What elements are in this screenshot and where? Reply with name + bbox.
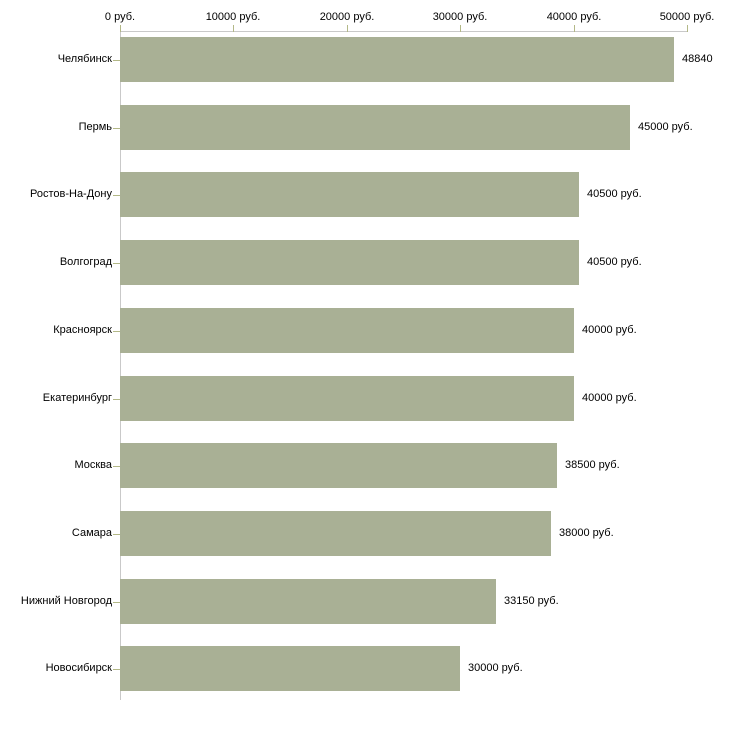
category-tick [113, 534, 120, 535]
value-label: 48840 [682, 53, 713, 65]
x-tick-label: 0 руб. [104, 11, 136, 23]
x-tick-mark [233, 25, 234, 32]
value-label: 45000 руб. [638, 121, 693, 133]
bar [120, 105, 630, 150]
category-tick [113, 466, 120, 467]
category-tick [113, 128, 120, 129]
category-tick [113, 195, 120, 196]
x-axis-line [120, 31, 687, 32]
x-tick-label: 20000 руб. [319, 11, 375, 23]
bar [120, 240, 579, 285]
bar [120, 511, 551, 556]
category-label: Екатеринбург [42, 392, 112, 404]
category-tick [113, 331, 120, 332]
x-tick-label: 10000 руб. [205, 11, 261, 23]
value-label: 38500 руб. [565, 459, 620, 471]
category-tick [113, 263, 120, 264]
bar [120, 308, 574, 353]
x-tick-mark [574, 25, 575, 32]
x-tick-label: 40000 руб. [546, 11, 602, 23]
category-label: Москва [74, 459, 112, 471]
category-label: Красноярск [53, 324, 112, 336]
value-label: 40000 руб. [582, 324, 637, 336]
category-tick [113, 60, 120, 61]
category-label: Нижний Новгород [20, 595, 112, 607]
bar [120, 443, 557, 488]
value-label: 40000 руб. [582, 392, 637, 404]
bar [120, 646, 460, 691]
x-tick-mark [347, 25, 348, 32]
x-tick-mark [120, 25, 121, 32]
bar [120, 579, 496, 624]
value-label: 38000 руб. [559, 527, 614, 539]
category-label: Челябинск [57, 53, 112, 65]
category-tick [113, 602, 120, 603]
category-label: Пермь [78, 121, 112, 133]
category-tick [113, 669, 120, 670]
x-tick-mark [460, 25, 461, 32]
value-label: 40500 руб. [587, 256, 642, 268]
bar [120, 172, 579, 217]
x-tick-label: 50000 руб. [659, 11, 715, 23]
value-label: 33150 руб. [504, 595, 559, 607]
category-label: Волгоград [59, 256, 112, 268]
x-tick-mark [687, 25, 688, 32]
category-tick [113, 399, 120, 400]
category-label: Самара [71, 527, 112, 539]
value-label: 30000 руб. [468, 662, 523, 674]
y-axis-line [120, 31, 121, 700]
x-tick-label: 30000 руб. [432, 11, 488, 23]
category-label: Новосибирск [45, 662, 112, 674]
bar [120, 376, 574, 421]
category-label: Ростов-На-Дону [29, 188, 112, 200]
value-label: 40500 руб. [587, 188, 642, 200]
bar [120, 37, 674, 82]
